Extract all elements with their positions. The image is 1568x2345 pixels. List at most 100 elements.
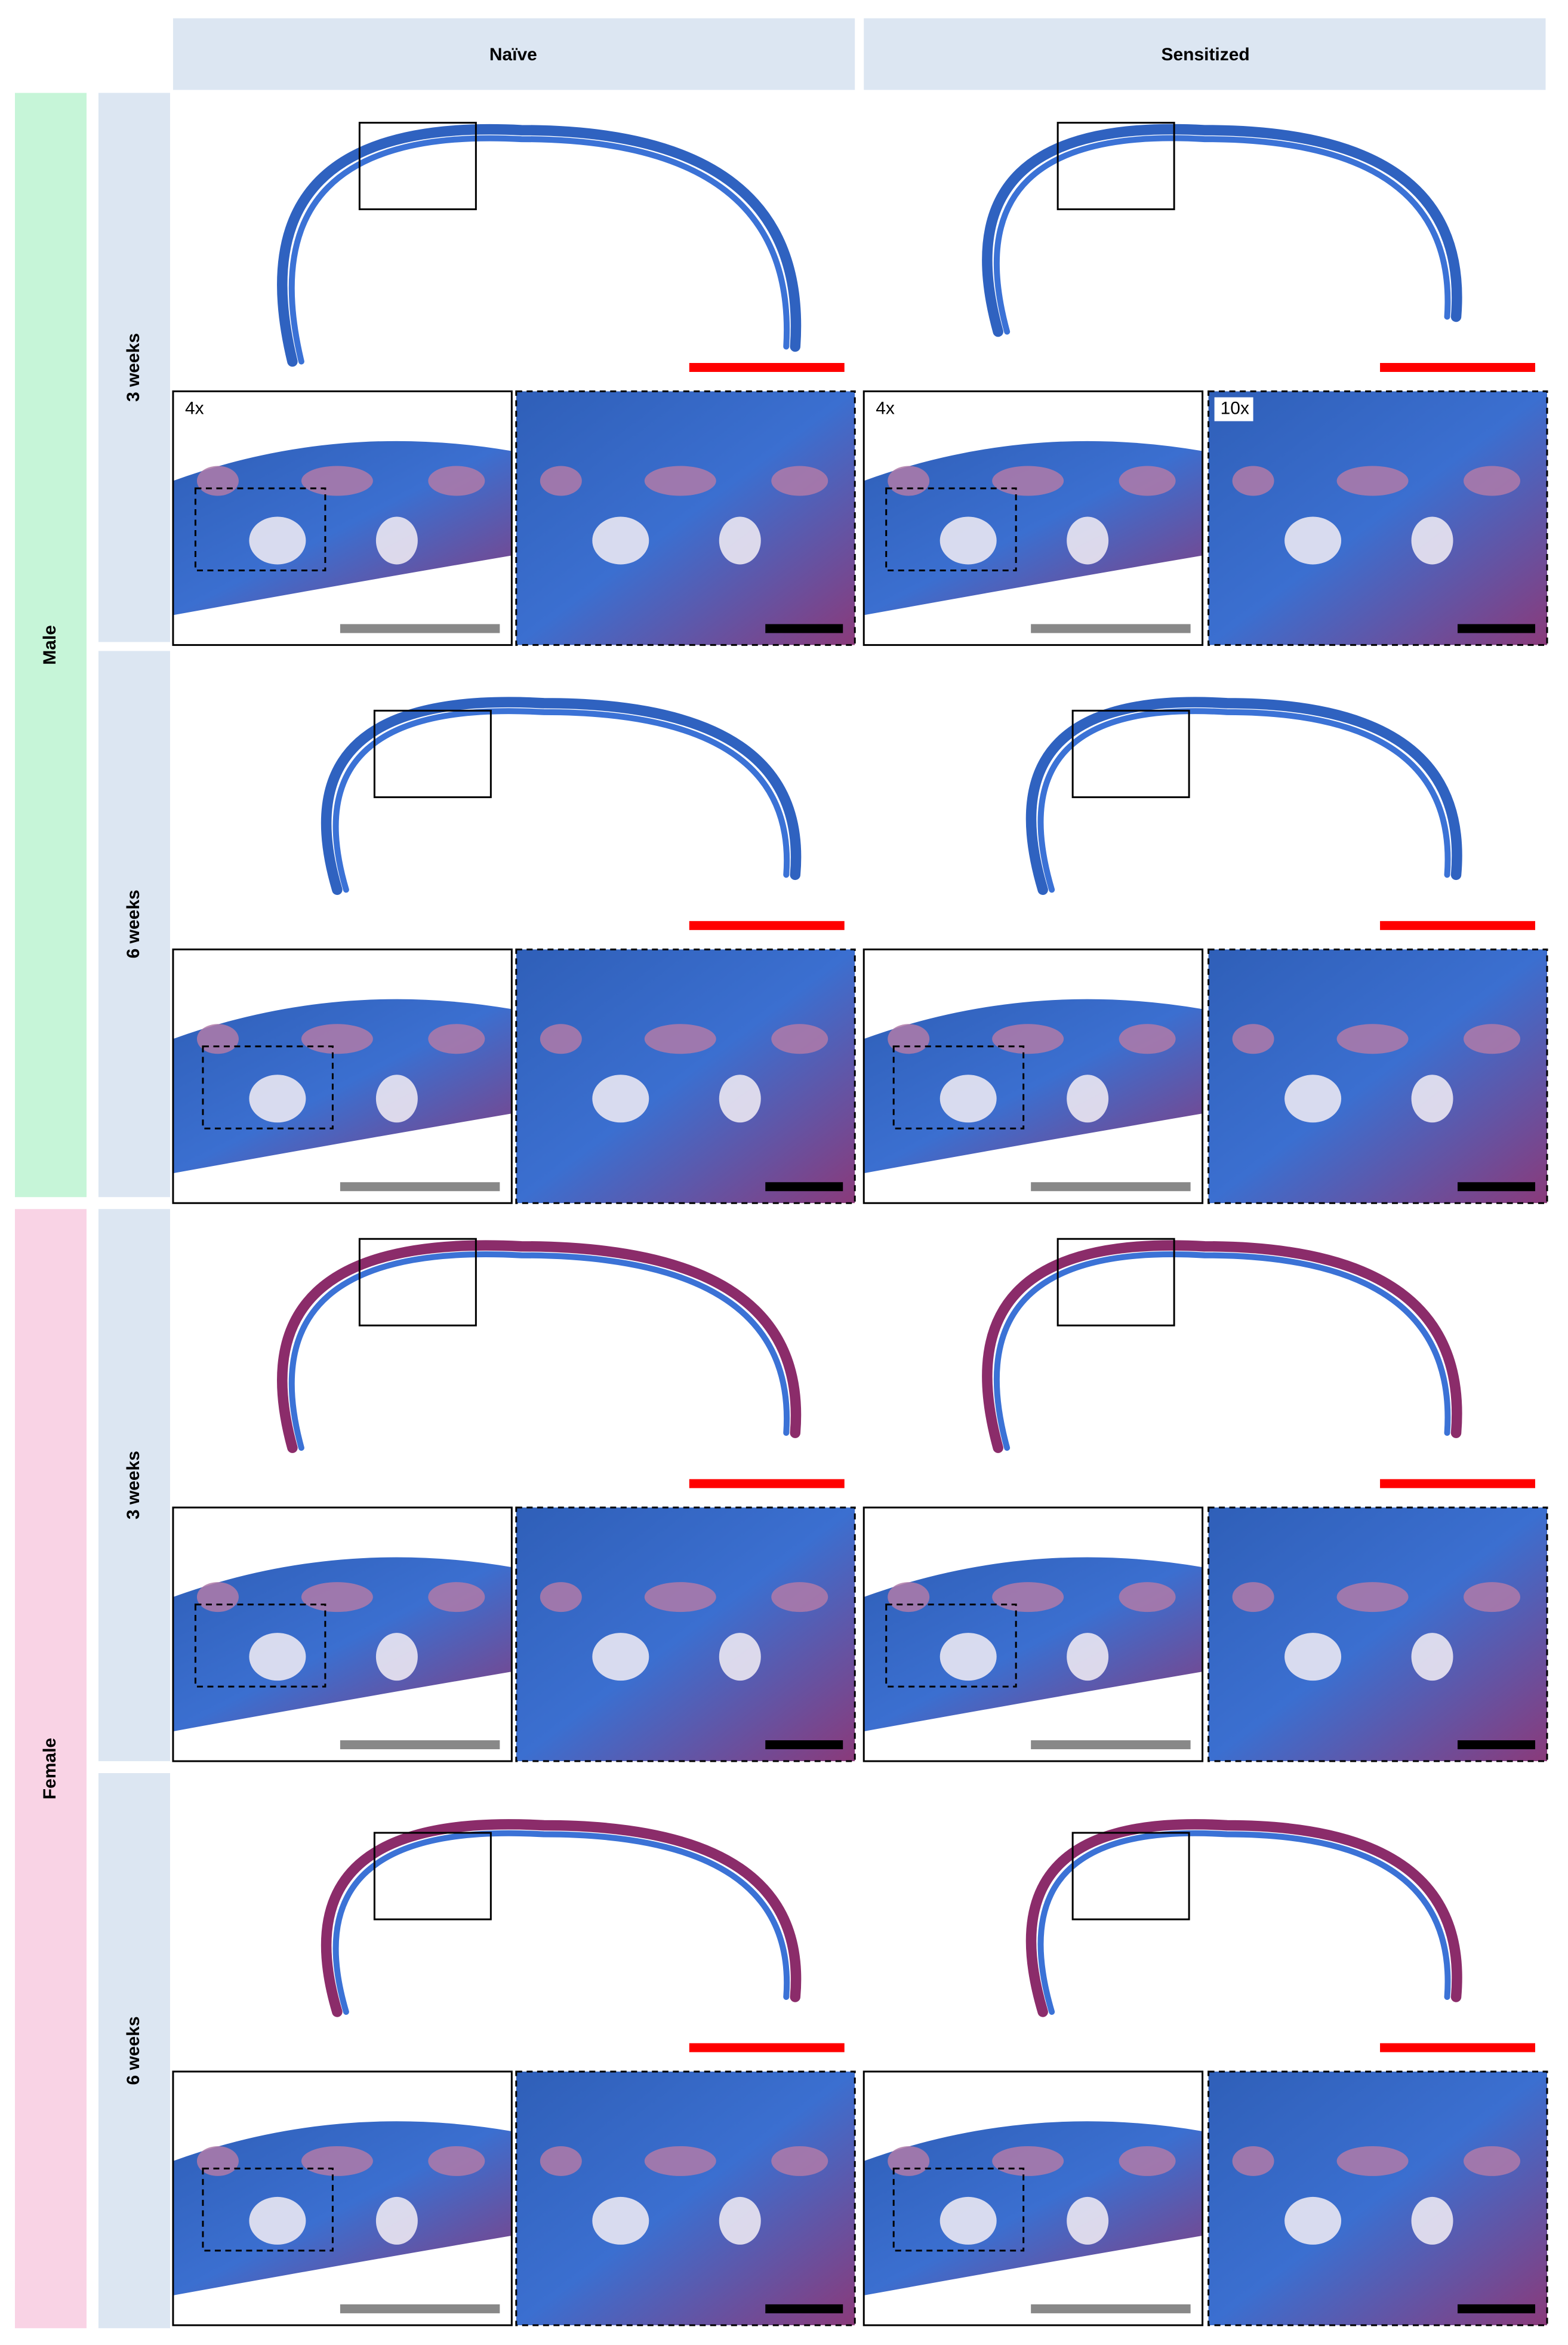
row-header-bg xyxy=(98,651,170,1198)
tissue-detail xyxy=(592,2196,649,2245)
row-label: 3 weeks xyxy=(124,1451,143,1519)
zoom-box xyxy=(885,487,1017,571)
row-header-bg xyxy=(98,1209,170,1762)
scale-bar xyxy=(765,1182,843,1192)
tissue-overview xyxy=(321,1819,802,2017)
tissue-detail xyxy=(1464,1582,1521,1612)
tissue-detail xyxy=(719,1633,761,1681)
tissue-detail xyxy=(939,1633,997,1681)
scale-bar xyxy=(1031,1740,1191,1750)
tissue-detail xyxy=(592,1075,649,1123)
tissue-detail xyxy=(992,2146,1064,2176)
tissue-detail xyxy=(1411,1075,1453,1123)
zoom-box xyxy=(1056,122,1175,211)
tissue-detail xyxy=(644,2146,716,2176)
magnification-label: 10x xyxy=(1221,398,1249,418)
column-header: Sensitized xyxy=(1161,45,1249,64)
row-label: 6 weeks xyxy=(124,2016,143,2085)
column-header: Naïve xyxy=(489,45,537,64)
tissue-detail xyxy=(1411,1633,1453,1681)
tissue-detail xyxy=(888,466,930,496)
row-header-bg xyxy=(98,1773,170,2328)
tissue-detail xyxy=(428,466,485,496)
tissue-detail xyxy=(1119,466,1176,496)
scale-bar xyxy=(1458,1740,1536,1750)
scale-bar xyxy=(1458,2304,1536,2313)
zoom-box xyxy=(358,1238,477,1327)
tissue-detail xyxy=(375,516,418,565)
scale-bar xyxy=(1380,2043,1536,2052)
tissue-overview xyxy=(277,1240,802,1453)
tissue-detail xyxy=(1464,1024,1521,1054)
tissue-detail xyxy=(375,2196,418,2245)
scale-bar xyxy=(765,1740,843,1750)
tissue-detail xyxy=(939,1075,997,1123)
group-label: Female xyxy=(40,1738,60,1799)
group-label: Male xyxy=(40,625,60,665)
tissue-detail xyxy=(428,2146,485,2176)
tissue-detail xyxy=(428,1582,485,1612)
tissue-detail xyxy=(1336,466,1409,496)
tissue-detail xyxy=(1232,1582,1274,1612)
panel-border xyxy=(862,1506,1204,1762)
panel-bg xyxy=(1208,391,1548,645)
row-label: 6 weeks xyxy=(124,890,143,958)
tissue-detail xyxy=(992,466,1064,496)
tissue-detail xyxy=(1119,1024,1176,1054)
scale-bar xyxy=(340,1182,500,1192)
tissue-detail xyxy=(1067,516,1109,565)
tissue-zoom xyxy=(172,1557,512,1732)
tissue-detail xyxy=(1119,2146,1176,2176)
tissue-detail xyxy=(992,1582,1064,1612)
tissue-overview xyxy=(277,124,802,367)
tissue-detail xyxy=(592,1633,649,1681)
tissue-detail xyxy=(992,1024,1064,1054)
panel-border xyxy=(862,948,1204,1204)
row-label: 3 weeks xyxy=(124,333,143,402)
scale-bar xyxy=(1458,624,1536,633)
tissue-detail xyxy=(1284,1075,1342,1123)
zoom-box xyxy=(202,1045,334,1130)
panel-bg xyxy=(1208,949,1548,1204)
tissue-detail xyxy=(301,2146,373,2176)
tissue-detail xyxy=(939,2196,997,2245)
zoom-box xyxy=(194,487,326,571)
tissue-detail xyxy=(644,466,716,496)
panel-bg xyxy=(516,949,855,1204)
panel-bg xyxy=(516,2071,855,2325)
panel-border xyxy=(515,1506,856,1762)
tissue-overview xyxy=(1037,1830,1451,2015)
zoom-box xyxy=(358,122,477,211)
panel-bg xyxy=(516,391,855,645)
panel-border xyxy=(515,2070,856,2326)
zoom-box xyxy=(373,1832,492,1921)
tissue-detail xyxy=(375,1075,418,1123)
tissue-overview xyxy=(982,124,1462,337)
tissue-detail xyxy=(771,2146,828,2176)
magnification-label: 4x xyxy=(876,398,895,418)
panel-bg xyxy=(516,1507,855,1762)
panel-border xyxy=(172,2070,513,2326)
label-bg xyxy=(870,397,909,421)
column-header-bg xyxy=(864,18,1546,90)
tissue-detail xyxy=(249,1075,306,1123)
scale-bar xyxy=(1380,1479,1536,1488)
tissue-detail xyxy=(428,1024,485,1054)
tissue-detail xyxy=(1067,1075,1109,1123)
tissue-detail xyxy=(888,1582,930,1612)
tissue-detail xyxy=(1232,466,1274,496)
label-bg xyxy=(178,397,218,421)
tissue-detail xyxy=(939,516,997,565)
panel-border xyxy=(862,390,1204,646)
panel-border xyxy=(515,948,856,1204)
tissue-zoom xyxy=(172,441,512,616)
tissue-detail xyxy=(719,516,761,565)
zoom-box xyxy=(885,1604,1017,1688)
tissue-detail xyxy=(540,2146,582,2176)
tissue-detail xyxy=(1464,2146,1521,2176)
tissue-detail xyxy=(540,1582,582,1612)
group-bar xyxy=(14,93,87,1198)
scale-bar xyxy=(689,2043,845,2052)
